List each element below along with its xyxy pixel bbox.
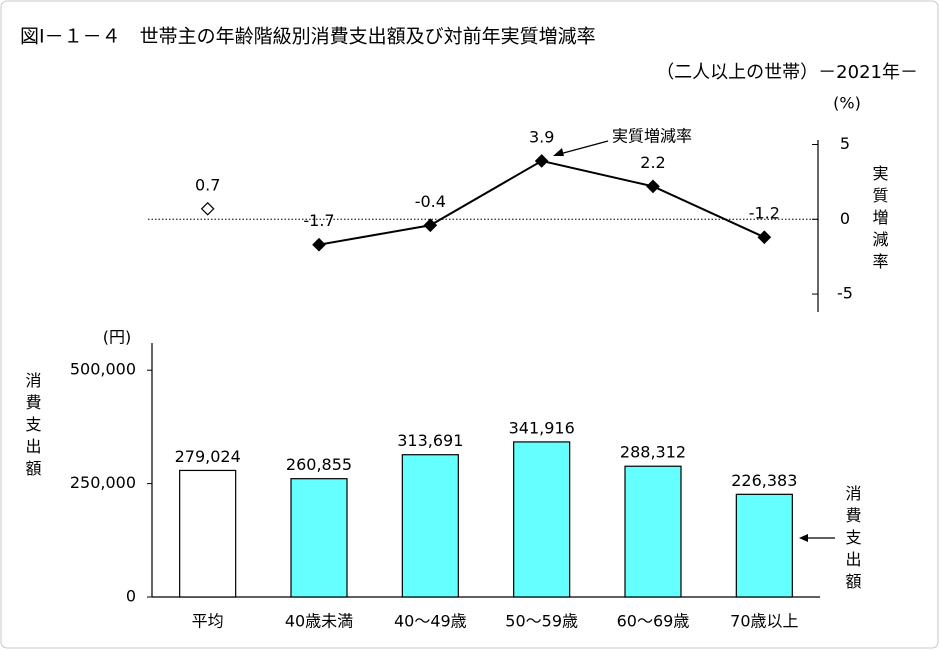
data-label: 288,312 xyxy=(620,443,686,462)
data-label: -1.2 xyxy=(749,204,780,223)
data-label: 279,024 xyxy=(175,447,241,466)
y-tick-label: 250,000 xyxy=(70,473,136,492)
x-tick-label: 40～49歳 xyxy=(394,612,467,631)
annotation-arrow xyxy=(555,140,609,156)
data-label: 2.2 xyxy=(640,153,665,172)
marker xyxy=(312,237,326,252)
unit-label: (円) xyxy=(103,328,132,347)
bar xyxy=(179,469,237,598)
x-tick-label: 40歳未満 xyxy=(285,612,353,631)
marker xyxy=(757,230,772,245)
data-label: 226,383 xyxy=(731,471,797,490)
data-label: 313,691 xyxy=(397,431,463,450)
unit-label: (%) xyxy=(833,94,861,113)
x-tick-label: 50～59歳 xyxy=(505,612,578,631)
data-label: -1.7 xyxy=(303,211,334,230)
y-tick-label: 5 xyxy=(840,134,850,153)
x-tick-label: 60～69歳 xyxy=(617,612,690,631)
marker xyxy=(534,154,549,168)
y-tick-label: -5 xyxy=(837,284,853,303)
data-label: 0.7 xyxy=(195,175,220,194)
chart-subtitle: （二人以上の世帯）－2021年－ xyxy=(656,62,918,83)
arrow-head xyxy=(553,148,564,156)
y-tick-label: 0 xyxy=(126,587,136,606)
data-label: 3.9 xyxy=(529,127,554,146)
x-tick-label: 平均 xyxy=(192,612,224,631)
marker xyxy=(646,179,660,194)
bar xyxy=(401,454,459,598)
x-tick-label: 70歳以上 xyxy=(730,612,798,631)
marker xyxy=(423,218,438,233)
annotation: 消費支出額 xyxy=(843,485,862,595)
bar xyxy=(624,465,682,598)
y-axis-label: 実質増減率 xyxy=(870,165,889,275)
data-label: -0.4 xyxy=(415,192,446,211)
marker xyxy=(200,201,215,216)
bar xyxy=(290,478,348,598)
bar xyxy=(735,493,793,598)
arrow-head xyxy=(799,534,808,542)
chart-title: 図Ⅰ－１－４ 世帯主の年齢階級別消費支出額及び対前年実質増減率 xyxy=(20,26,596,48)
y-tick-label: 0 xyxy=(840,209,850,228)
bar xyxy=(513,441,571,598)
data-label: 260,855 xyxy=(286,455,352,474)
data-label: 341,916 xyxy=(509,418,575,437)
y-tick-label: 500,000 xyxy=(70,360,136,379)
y-axis-label: 消費支出額 xyxy=(23,372,42,482)
annotation: 実質増減率 xyxy=(612,127,692,146)
